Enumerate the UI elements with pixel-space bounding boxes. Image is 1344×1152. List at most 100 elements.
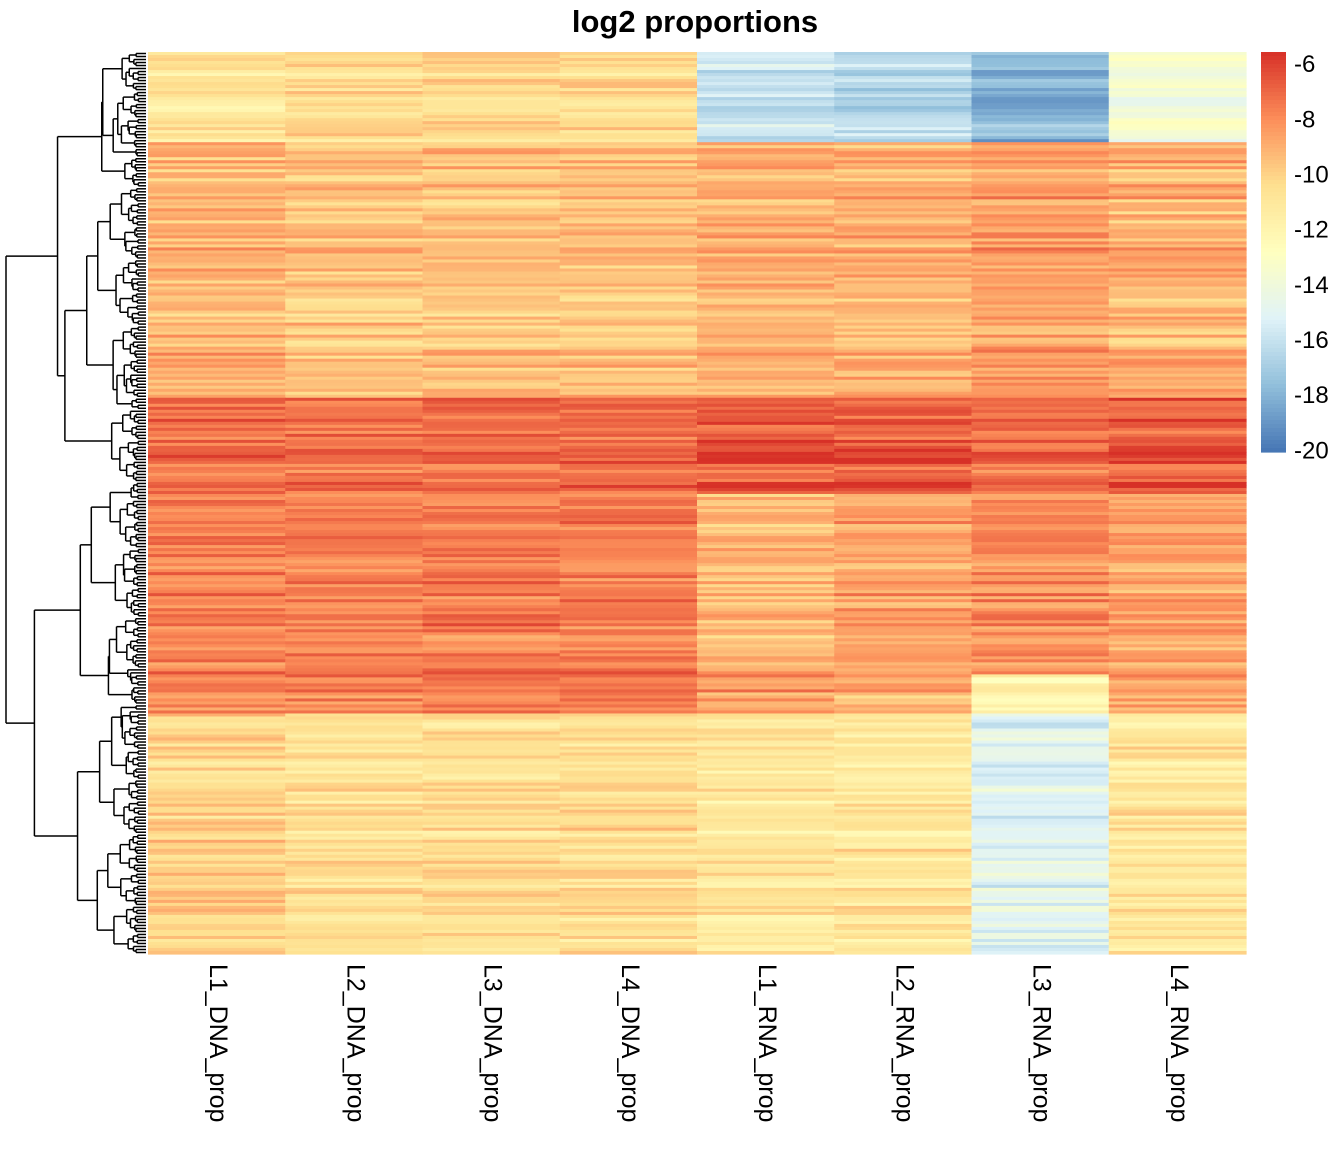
heatmap-cell [148, 887, 286, 892]
heatmap-cell [422, 893, 561, 898]
heatmap-cell [148, 527, 286, 531]
heatmap-cell [559, 61, 698, 65]
heatmap-cell [148, 427, 286, 432]
heatmap-cell [1108, 629, 1247, 633]
heatmap-cell [834, 325, 973, 330]
heatmap-cell [422, 169, 561, 173]
heatmap-cell [971, 127, 1110, 131]
heatmap-cell [697, 217, 835, 221]
heatmap-cell [559, 337, 698, 342]
heatmap-cell [422, 484, 561, 489]
heatmap-cell [971, 809, 1110, 814]
heatmap-cell [422, 665, 561, 669]
heatmap-cell [422, 178, 561, 182]
heatmap-cell [285, 448, 424, 453]
heatmap-cell [148, 701, 286, 706]
heatmap-cell [148, 932, 286, 937]
heatmap-cell [559, 515, 698, 519]
heatmap-cell [422, 932, 561, 937]
heatmap-cell [422, 460, 561, 465]
heatmap-cell [1108, 430, 1247, 435]
legend-swatch [1261, 280, 1286, 285]
heatmap-cell [422, 424, 561, 429]
heatmap-cell [148, 478, 286, 483]
legend-swatch [1261, 312, 1286, 317]
heatmap-cell [422, 421, 561, 426]
heatmap-cell [148, 202, 286, 206]
heatmap-cell [559, 421, 698, 426]
legend-swatch [1261, 100, 1286, 105]
heatmap-cell [422, 941, 561, 946]
heatmap-cell [697, 127, 835, 131]
heatmap-cell [697, 644, 835, 648]
heatmap-cell [559, 671, 698, 675]
heatmap-cell [559, 695, 698, 700]
heatmap-cell [285, 172, 424, 176]
heatmap-cell [285, 229, 424, 233]
heatmap-cell [559, 487, 698, 492]
heatmap-cell [559, 367, 698, 372]
heatmap-cell [1108, 358, 1247, 363]
heatmap-cell [422, 947, 561, 952]
heatmap-cell [285, 800, 424, 805]
heatmap-cell [559, 890, 698, 895]
heatmap-cell [559, 478, 698, 483]
heatmap-cell [834, 121, 973, 125]
heatmap-cell [422, 905, 561, 910]
heatmap-cell [148, 695, 286, 700]
heatmap-cell [285, 563, 424, 567]
heatmap-cell [971, 352, 1110, 357]
heatmap-cell [285, 704, 424, 709]
heatmap-cell [971, 478, 1110, 483]
heatmap-cell [1108, 899, 1247, 904]
heatmap-cell [422, 349, 561, 354]
heatmap-cell [1108, 487, 1247, 492]
heatmap-cell [971, 115, 1110, 119]
heatmap-cell [1108, 172, 1247, 176]
heatmap-cell [1108, 911, 1247, 916]
heatmap-cell [697, 190, 835, 194]
heatmap-cell [1108, 803, 1247, 808]
heatmap-cell [697, 379, 835, 384]
legend-swatch [1261, 72, 1286, 77]
heatmap-cell [1108, 295, 1247, 300]
heatmap-cell [422, 61, 561, 65]
heatmap-cell [422, 133, 561, 137]
heatmap-cell [559, 130, 698, 134]
heatmap-cell [834, 169, 973, 173]
heatmap-cell [834, 815, 973, 820]
heatmap-cell [834, 590, 973, 594]
legend-swatch [1261, 416, 1286, 421]
heatmap-cell [1108, 259, 1247, 264]
legend-swatch [1261, 220, 1286, 225]
heatmap-cell [697, 797, 835, 802]
heatmap-cell [285, 400, 424, 405]
heatmap-cell [285, 830, 424, 835]
heatmap-cell [285, 475, 424, 480]
heatmap-cell [971, 448, 1110, 453]
heatmap-cell [559, 187, 698, 191]
heatmap-cell [559, 475, 698, 480]
heatmap-cell [1108, 475, 1247, 480]
heatmap-cell [148, 614, 286, 618]
heatmap-cell [285, 187, 424, 191]
heatmap-cell [1108, 794, 1247, 799]
heatmap-cell [834, 545, 973, 549]
heatmap-cell [1108, 79, 1247, 83]
heatmap-cell [285, 932, 424, 937]
heatmap-cell [285, 373, 424, 378]
heatmap-cell [422, 457, 561, 462]
heatmap-cell [148, 229, 286, 233]
heatmap-cell [971, 136, 1110, 140]
heatmap-cell [422, 914, 561, 919]
heatmap-cell [285, 127, 424, 131]
heatmap-cell [1108, 334, 1247, 339]
heatmap-cell [148, 893, 286, 898]
heatmap-cell [1108, 746, 1247, 751]
heatmap-cell [971, 412, 1110, 417]
heatmap-cell [971, 295, 1110, 300]
heatmap-cell [697, 929, 835, 934]
heatmap-cell [285, 244, 424, 249]
heatmap-cell [148, 836, 286, 841]
heatmap-cell [697, 902, 835, 907]
